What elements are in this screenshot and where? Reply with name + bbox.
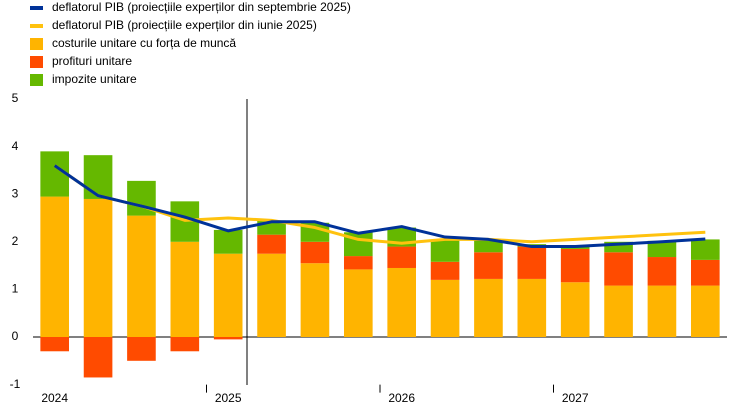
legend-swatch — [30, 56, 43, 68]
x-tick-label: 2027 — [562, 391, 589, 405]
legend-label: deflatorul PIB (proiecțiile experților d… — [52, 18, 317, 32]
x-tick-label: 2024 — [41, 391, 68, 405]
line — [53, 164, 706, 245]
legend-label: profituri unitare — [52, 54, 132, 68]
y-tick-label: -1 — [10, 377, 21, 391]
bar — [213, 253, 243, 337]
bar — [170, 337, 200, 352]
bar — [127, 215, 156, 337]
x-tick-label: 2026 — [388, 391, 415, 405]
bar — [387, 246, 417, 268]
bar — [40, 196, 70, 337]
bar — [83, 337, 113, 378]
bar — [604, 285, 633, 337]
bar — [604, 241, 633, 253]
x-tick-label: 2025 — [215, 391, 242, 405]
bar — [213, 337, 243, 340]
y-tick-label: 0 — [12, 329, 19, 343]
bar — [647, 285, 677, 337]
bar — [430, 279, 460, 337]
line — [53, 164, 706, 249]
bar — [343, 256, 373, 270]
bar — [560, 282, 590, 337]
legend-swatch — [30, 74, 43, 86]
bar — [430, 239, 460, 262]
bar — [343, 269, 373, 337]
bar — [517, 246, 547, 279]
bar — [213, 229, 243, 254]
y-tick-label: 3 — [12, 186, 19, 200]
bar — [474, 239, 503, 253]
bar — [430, 261, 460, 280]
legend-label: costurile unitare cu forța de muncă — [52, 36, 236, 50]
y-tick-label: 5 — [12, 91, 19, 105]
bar — [517, 278, 547, 337]
legend-swatch — [30, 6, 43, 10]
y-tick-label: 2 — [12, 234, 19, 248]
bar — [83, 198, 113, 337]
legend-label: impozite unitare — [52, 72, 137, 86]
bar — [474, 278, 503, 337]
bar — [474, 252, 503, 279]
bar — [257, 234, 286, 254]
bar — [604, 252, 633, 286]
bar — [560, 248, 590, 283]
y-tick-label: 4 — [12, 139, 19, 153]
bar — [647, 240, 677, 258]
legend-swatch — [30, 24, 43, 28]
bar — [690, 285, 720, 337]
y-tick-label: 1 — [12, 282, 19, 296]
legend-label: deflatorul PIB (proiecțiile experților d… — [52, 0, 351, 14]
bar — [647, 257, 677, 286]
bar — [690, 259, 720, 286]
legend-swatch — [30, 38, 43, 50]
bar — [170, 241, 200, 337]
bar — [40, 337, 70, 352]
bar — [83, 155, 113, 199]
bar — [300, 263, 330, 337]
bar — [127, 337, 156, 361]
bar — [300, 241, 330, 264]
bar — [690, 239, 720, 260]
bar — [257, 253, 286, 337]
bar — [387, 267, 417, 337]
